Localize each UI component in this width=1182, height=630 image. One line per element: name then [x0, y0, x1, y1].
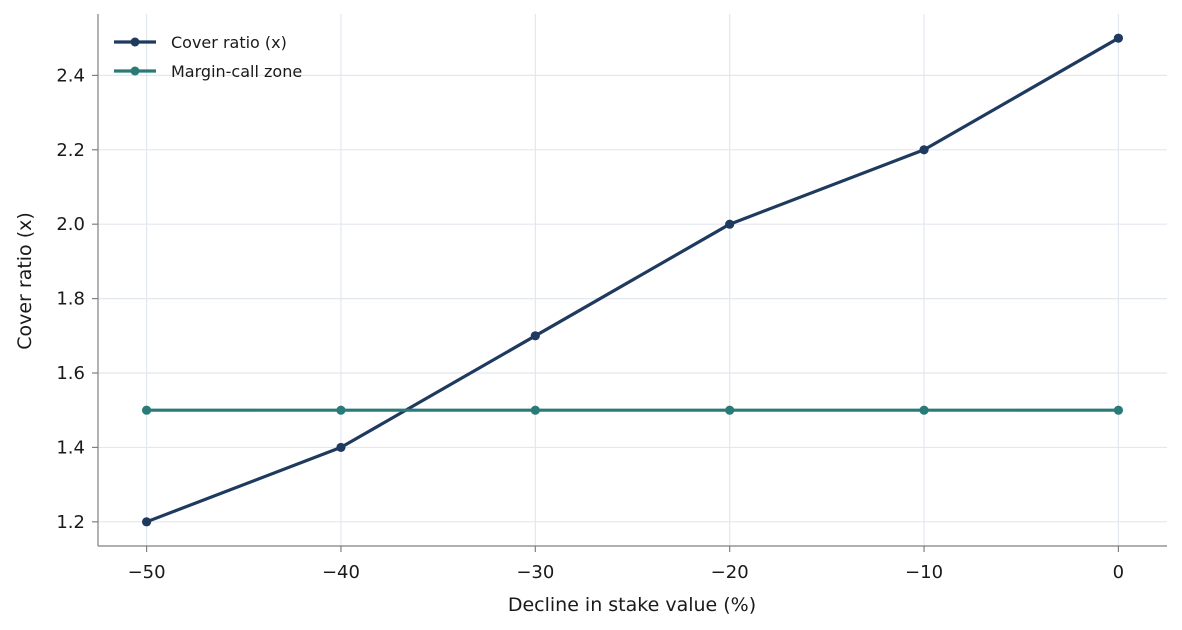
- legend-marker-cover-ratio: [130, 37, 140, 47]
- y-tick-label: 1.8: [56, 289, 85, 310]
- y-tick-label: 1.6: [56, 363, 85, 384]
- x-axis-label: Decline in stake value (%): [508, 594, 756, 616]
- x-tick-label: −20: [711, 562, 749, 583]
- series-cover-ratio-x: [141, 33, 1124, 527]
- data-point-cover-ratio-x: [725, 219, 735, 229]
- grid: [98, 14, 1167, 546]
- data-point-margin-call-zone: [530, 405, 540, 415]
- axes: [97, 14, 1167, 547]
- data-point-cover-ratio-x: [919, 145, 929, 155]
- data-point-margin-call-zone: [919, 405, 929, 415]
- x-tick-label: −10: [905, 562, 943, 583]
- x-tick-label: 0: [1113, 562, 1124, 583]
- data-point-margin-call-zone: [725, 405, 735, 415]
- legend-item-cover-ratio: Cover ratio (x): [114, 33, 287, 52]
- y-tick-label: 2.2: [56, 140, 85, 161]
- y-tick-label: 1.4: [56, 437, 85, 458]
- data-point-margin-call-zone: [1113, 405, 1124, 415]
- y-tick-label: 1.2: [56, 512, 85, 533]
- x-tick-label: −40: [322, 562, 360, 583]
- legend: Cover ratio (x) Margin-call zone: [114, 33, 302, 81]
- legend-label-margin-call-zone: Margin-call zone: [171, 62, 302, 81]
- data-point-margin-call-zone: [336, 405, 346, 415]
- legend-item-margin-call-zone: Margin-call zone: [114, 62, 302, 81]
- legend-marker-margin-call-zone: [130, 66, 140, 76]
- data-point-cover-ratio-x: [141, 517, 152, 527]
- series-line-cover-ratio-x: [144, 36, 1121, 524]
- y-axis-label: Cover ratio (x): [14, 212, 36, 350]
- data-point-margin-call-zone: [141, 405, 152, 415]
- series-layer: [141, 33, 1124, 527]
- series-margin-call-zone: [141, 405, 1124, 415]
- data-point-cover-ratio-x: [1113, 33, 1124, 43]
- data-point-cover-ratio-x: [336, 442, 346, 453]
- x-tick-label: −50: [128, 562, 166, 583]
- y-ticks: 1.2 1.4 1.6 1.8 2.0 2.2 2.4: [56, 65, 98, 533]
- x-ticks: −50 −40 −30 −20 −10 0: [128, 546, 1124, 583]
- data-point-cover-ratio-x: [530, 331, 540, 341]
- legend-label-cover-ratio: Cover ratio (x): [171, 33, 287, 52]
- y-tick-label: 2.0: [56, 214, 85, 235]
- y-tick-label: 2.4: [56, 65, 85, 86]
- x-tick-label: −30: [516, 562, 554, 583]
